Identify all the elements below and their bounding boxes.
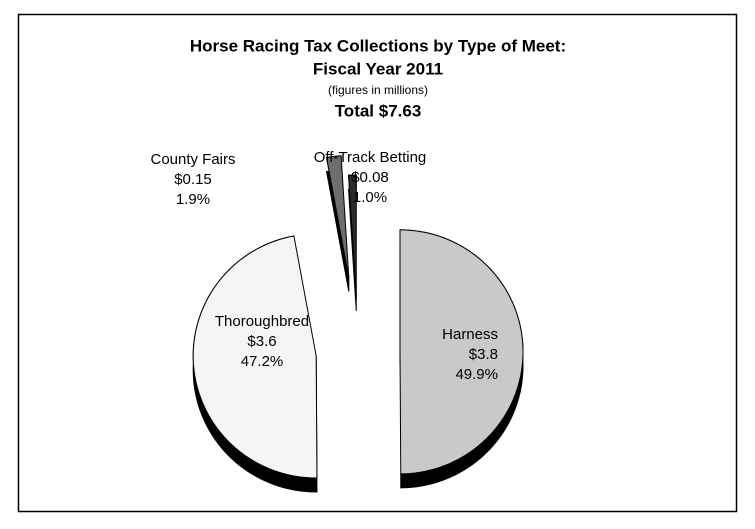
amount-label: $0.08 — [351, 169, 389, 186]
pie-slice — [399, 229, 524, 475]
pie-slice — [325, 155, 350, 278]
amount-label: $0.15 — [174, 171, 212, 188]
pie-slice — [192, 235, 318, 479]
chart-border — [17, 13, 738, 513]
chart-title: Fiscal Year 2011 — [313, 59, 443, 78]
chart-subtitle: (figures in millions) — [328, 83, 428, 97]
value-label: 47.2% — [241, 353, 284, 370]
slice-label: Thoroughbred — [215, 313, 309, 330]
value-label: 1.9% — [176, 191, 210, 208]
amount-label: $3.8 — [469, 346, 498, 363]
slice-label: Off-Track Betting — [314, 149, 427, 166]
amount-label: $3.6 — [247, 333, 276, 350]
slice-label: Harness — [442, 326, 498, 343]
pie-slice — [348, 174, 357, 298]
chart-total: Total $7.63 — [335, 101, 422, 120]
value-label: 49.9% — [455, 366, 498, 383]
chart-title: Horse Racing Tax Collections by Type of … — [190, 36, 566, 55]
slice-label: County Fairs — [150, 151, 235, 168]
value-label: 1.0% — [353, 189, 387, 206]
